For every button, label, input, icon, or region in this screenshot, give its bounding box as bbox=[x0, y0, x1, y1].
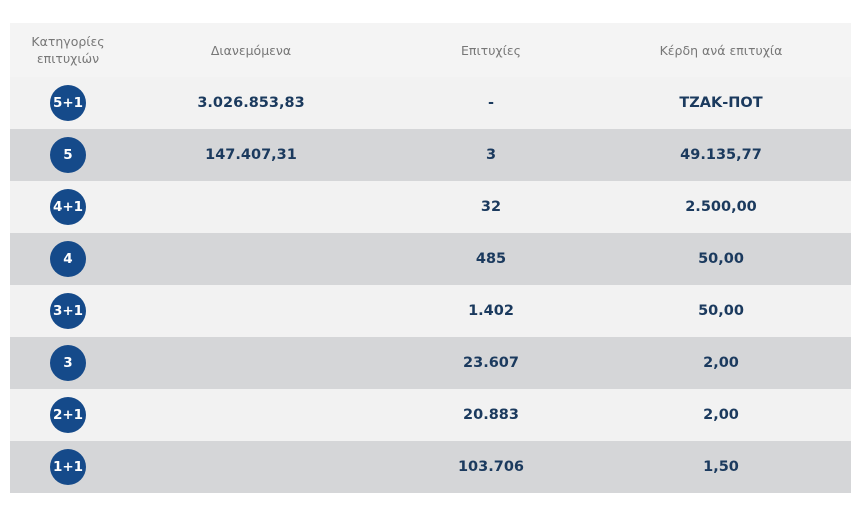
header-winners: Επιτυχίες bbox=[461, 42, 521, 58]
table-row: 4 485 50,00 bbox=[10, 233, 851, 285]
distributed-cell: 3.026.853,83 bbox=[197, 95, 305, 111]
table-row: 3 23.607 2,00 bbox=[10, 337, 851, 389]
category-badge: 5 bbox=[50, 137, 86, 173]
prize-cell: 2,00 bbox=[703, 407, 739, 423]
table-row: 4+1 32 2.500,00 bbox=[10, 181, 851, 233]
table-row: 5 147.407,31 3 49.135,77 bbox=[10, 129, 851, 181]
results-table: Κατηγορίες επιτυχιών Διανεμόμενα Επιτυχί… bbox=[10, 23, 851, 493]
category-badge: 1+1 bbox=[50, 449, 86, 485]
category-badge: 3+1 bbox=[50, 293, 86, 329]
header-prize: Κέρδη ανά επιτυχία bbox=[659, 42, 783, 58]
category-badge: 4+1 bbox=[50, 189, 86, 225]
winners-cell: 32 bbox=[480, 199, 502, 215]
prize-cell: 1,50 bbox=[703, 459, 739, 475]
winners-cell: 3 bbox=[485, 147, 497, 163]
prize-cell: 2.500,00 bbox=[685, 199, 757, 215]
category-badge: 3 bbox=[50, 345, 86, 381]
header-distributed: Διανεμόμενα bbox=[210, 42, 292, 58]
distributed-cell: 147.407,31 bbox=[205, 147, 297, 163]
table-row: 1+1 103.706 1,50 bbox=[10, 441, 851, 493]
table-header: Κατηγορίες επιτυχιών Διανεμόμενα Επιτυχί… bbox=[10, 23, 851, 77]
winners-cell: 23.607 bbox=[463, 355, 519, 371]
category-badge: 4 bbox=[50, 241, 86, 277]
winners-cell: 20.883 bbox=[463, 407, 519, 423]
category-badge: 5+1 bbox=[50, 85, 86, 121]
table-row: 5+1 3.026.853,83 - ΤΖΑΚ-ΠΟΤ bbox=[10, 77, 851, 129]
table-row: 3+1 1.402 50,00 bbox=[10, 285, 851, 337]
prize-cell: ΤΖΑΚ-ΠΟΤ bbox=[679, 95, 763, 111]
table-row: 2+1 20.883 2,00 bbox=[10, 389, 851, 441]
winners-cell: 103.706 bbox=[457, 459, 525, 475]
prize-cell: 50,00 bbox=[698, 303, 744, 319]
prize-cell: 50,00 bbox=[698, 251, 744, 267]
header-category: Κατηγορίες επιτυχιών bbox=[31, 34, 105, 66]
winners-cell: 1.402 bbox=[468, 303, 514, 319]
prize-cell: 49.135,77 bbox=[680, 147, 762, 163]
prize-cell: 2,00 bbox=[703, 355, 739, 371]
category-badge: 2+1 bbox=[50, 397, 86, 433]
winners-cell: 485 bbox=[475, 251, 507, 267]
winners-cell: - bbox=[487, 95, 495, 111]
